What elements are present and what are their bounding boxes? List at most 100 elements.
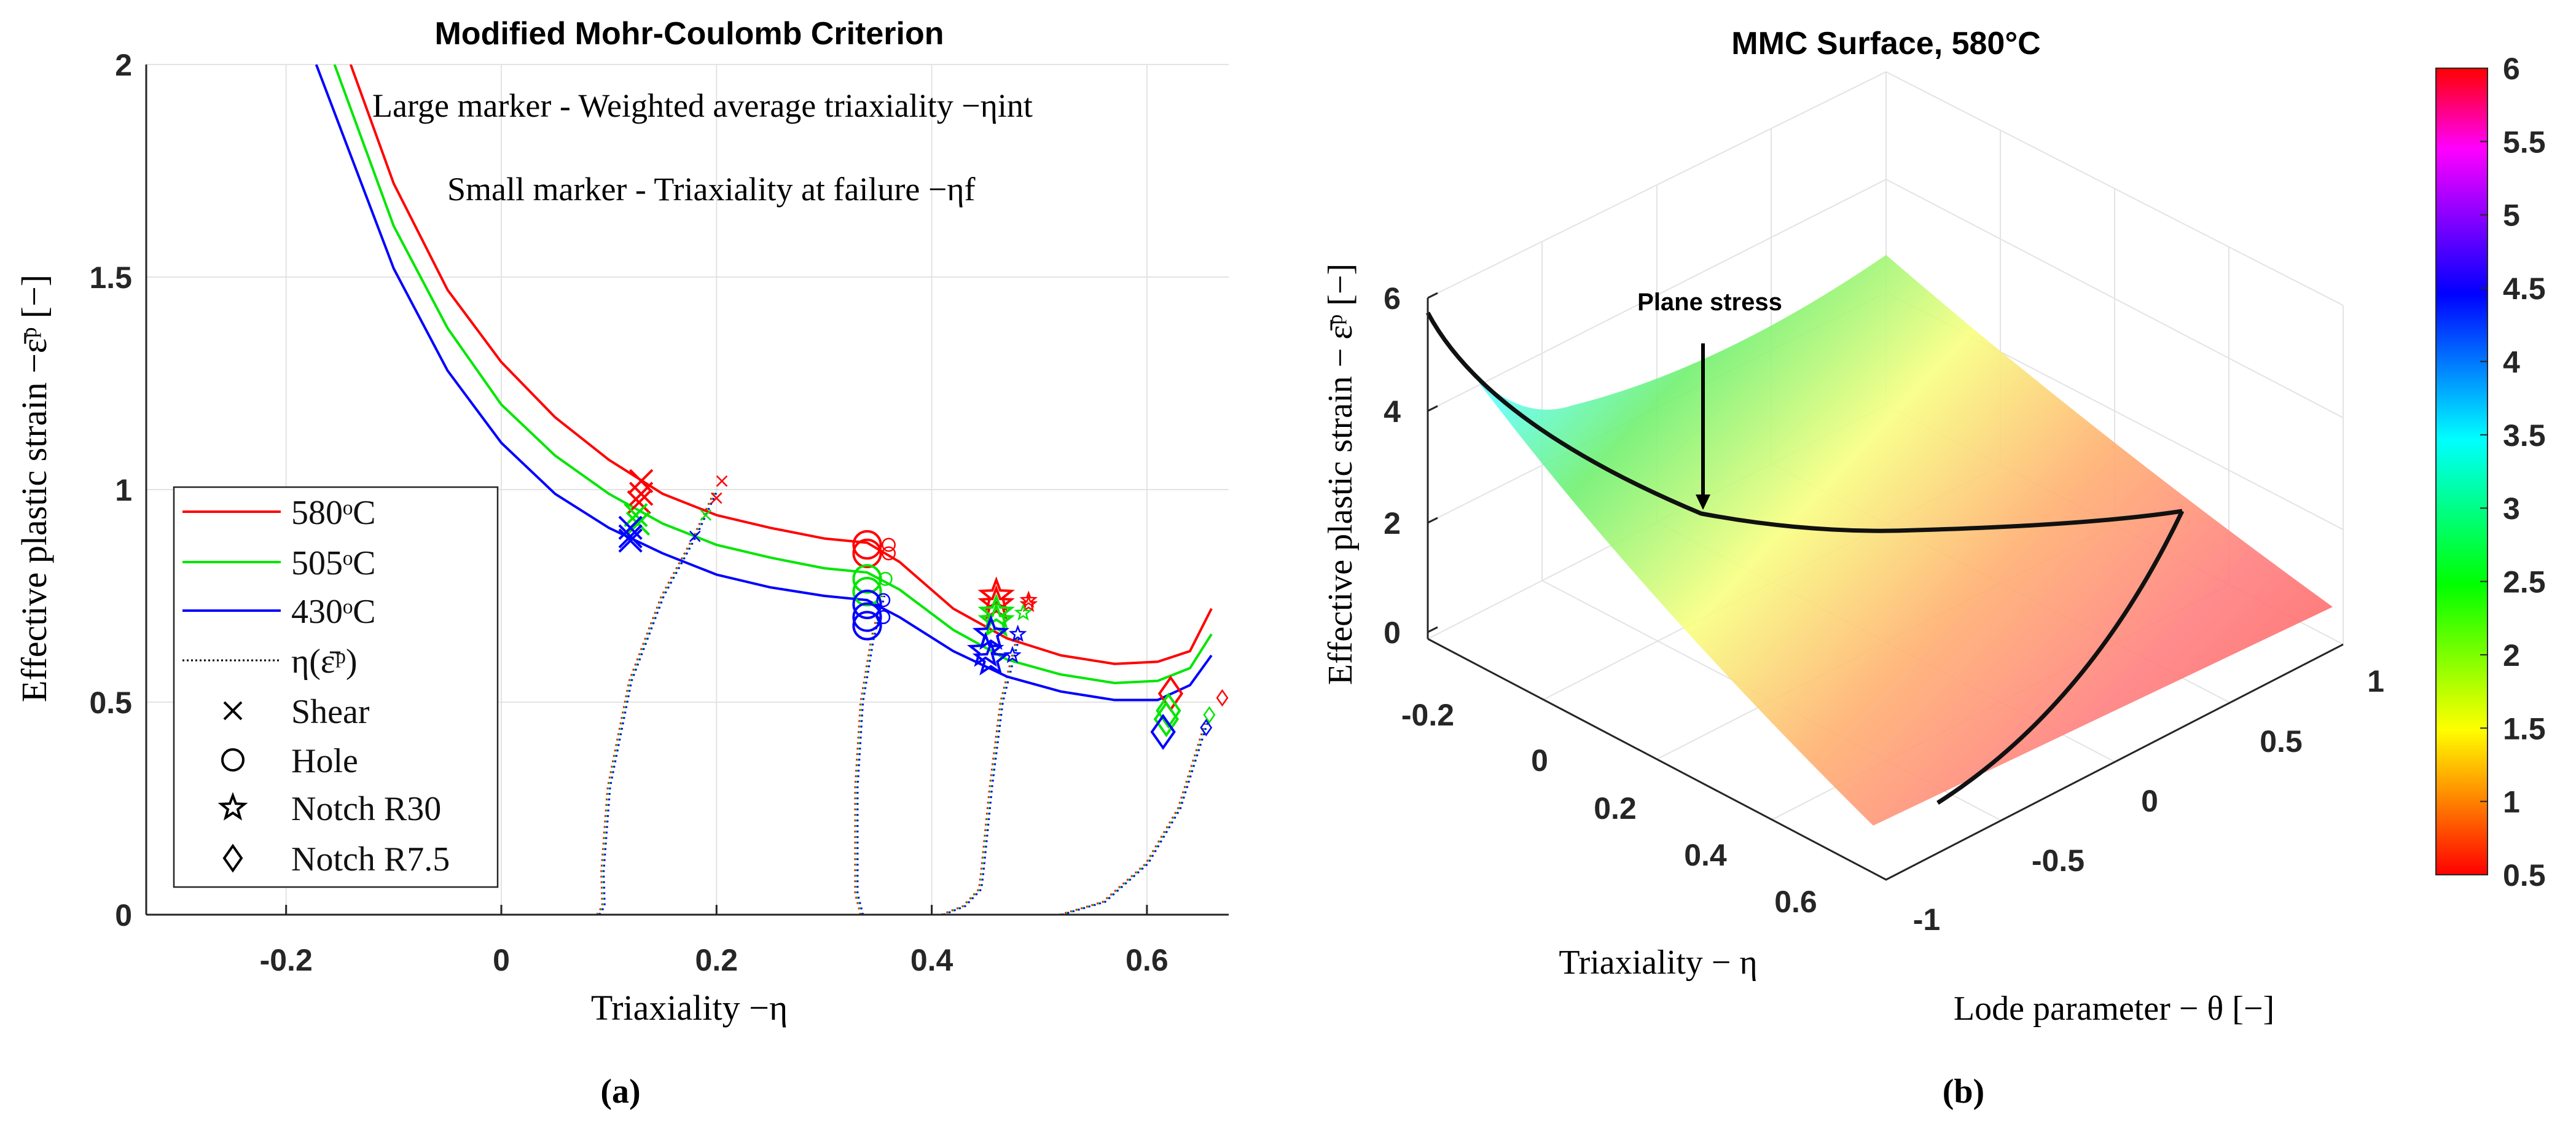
chart-b-title: MMC Surface, 580°C [1731,26,2040,61]
eta-path-notch-r7-5 [1062,723,1208,915]
colorbar-tick-label: 3 [2503,491,2520,526]
z-tick-mark [1427,405,1438,412]
z-tick-label: 4 [1384,394,1401,429]
marker-notch-r30-small [1014,603,1033,621]
marker-hole-large [852,602,882,632]
x-axis-label-a: Triaxiality −η [591,988,788,1028]
marker-notch-r30-small [1008,624,1027,642]
colorbar-tick-label: 0.5 [2503,858,2546,893]
marker-hole-large [852,611,882,641]
colorbar-tick-label: 5.5 [2503,125,2546,159]
legend-label: 580ᵒC [291,494,375,532]
z-tick-mark [1427,292,1438,299]
marker-notch-r30-large [977,593,1015,629]
z-tick-mark [1427,517,1438,524]
marker-shear-large [618,528,643,553]
curve-430 [315,65,1213,702]
marker-shear-large [618,515,643,540]
marker-shear-large [629,469,654,493]
colorbar-tick-label: 4 [2503,345,2520,379]
ticks-a: -0.2 0 0.2 0.4 0.6 0 0.5 1 1.5 2 [89,48,1168,977]
marker-notch-r30-large [977,585,1015,620]
marker-hole-small [882,546,896,561]
eta-path-hole [856,595,886,915]
z-tick-label: 6 [1384,281,1401,316]
colorbar-ticks: 6 5.5 5 4.5 4 3.5 3 2.5 2 1.5 1 0.5 [2480,52,2546,893]
colorbar-tick-label: 5 [2503,198,2520,233]
legend-box [173,486,499,888]
chart-a-title: Modified Mohr-Coulomb Criterion [434,16,944,52]
lode-tick-label: 1 [2367,664,2384,698]
legend-label: 430ᵒC [291,593,375,631]
xy-axes-b [1427,638,2344,881]
colorbar-tick-label: 6 [2503,52,2520,86]
eta-tick-label: 0 [1531,743,1548,778]
eta-path-notch-r30 [942,638,1019,915]
legend-diamond-icon [222,843,243,873]
z-axis-label-b: Effective plastic strain − ε̄ᵖ [−] [1321,264,1360,685]
marker-hole-small [878,571,893,586]
marker-shear-large [624,502,648,528]
y-tick-label: 0.5 [89,686,132,720]
marker-hole-large [852,589,882,619]
annotation-large-marker: Large marker - Weighted average triaxial… [372,87,1033,124]
marker-shear-large [629,482,654,506]
marker-shear-small [700,509,712,521]
y-tick-label: 1.5 [89,260,132,295]
marker-hole-large [852,576,882,607]
marker-shear-large [618,524,643,549]
legend-label: Notch R30 [291,790,441,828]
y-axis-label-b: Lode parameter − θ [−] [1954,990,2274,1028]
marker-hole-small [876,610,891,625]
colorbar-tick-label: 1.5 [2503,711,2546,746]
legend-x-icon [223,701,243,721]
z-tick-mark [1427,626,1438,633]
colorbar-tick-label: 1 [2503,785,2520,819]
y-tick-label: 2 [115,48,132,82]
lode-tick-label: -0.5 [2032,843,2085,878]
legend-star-icon [217,792,248,821]
marker-shear-small [716,475,728,487]
annotation-small-marker: Small marker - Triaxiality at failure −η… [447,171,976,208]
mmc-curves [315,65,1213,702]
marker-hole-large [852,538,882,568]
marker-notch-r30-small [1019,590,1038,608]
eta-path-hole [855,595,885,915]
panel-b: MMC Surface, 580°C Plane stress [1321,26,2546,1111]
mmc-surface [1428,255,2333,826]
eta-path-notch-r30 [943,638,1020,915]
colorbar [2435,68,2488,875]
legend-label: Hole [291,742,358,780]
curve-580 [349,65,1213,665]
x-tick-label: 0.6 [1126,943,1169,977]
x-tick-label: 0.2 [695,943,738,977]
marker-hole-large [852,564,882,594]
x-tick-label: 0.4 [910,943,953,977]
eta-path-shear [596,489,716,915]
ticks-b: 6 4 2 0 -0.2 0 0.2 0.4 0.6 1 0.5 0 -0.5 -1 [1384,281,2384,937]
panel-label-a: (a) [600,1073,640,1111]
colorbar-tick-label: 4.5 [2503,272,2546,306]
marker-notch-r30-small [1019,595,1038,612]
marker-hole-large [852,530,882,560]
marker-notch-r7-5-small [1200,719,1213,737]
marker-notch-r30-small [1003,646,1022,663]
eta-tick-label: 0.2 [1594,791,1637,826]
lode-tick-label: 0 [2141,784,2158,818]
marker-shear-small [689,530,701,542]
eta-path-shear [597,489,718,915]
x-axis-label-b: Triaxiality − η [1559,944,1757,982]
eta-tick-label: 0.6 [1774,885,1817,919]
eta-tick-label: -0.2 [1401,698,1454,732]
marker-notch-r7-5-small [1216,689,1229,707]
eta-path-notch-r7-5 [1059,723,1206,915]
eta-path-notch-r30 [941,638,1018,915]
legend-label: η(ε̄ᵖ) [291,643,358,681]
eta-tick-label: 0.4 [1684,838,1727,872]
marker-shear-large [625,511,651,536]
colorbar-tick-label: 3.5 [2503,418,2546,453]
colorbar-tick-label: 2 [2503,638,2520,673]
legend-label: Notch R7.5 [291,840,450,878]
panel-label-b: (b) [1943,1073,1984,1111]
eta-paths [596,489,1208,915]
